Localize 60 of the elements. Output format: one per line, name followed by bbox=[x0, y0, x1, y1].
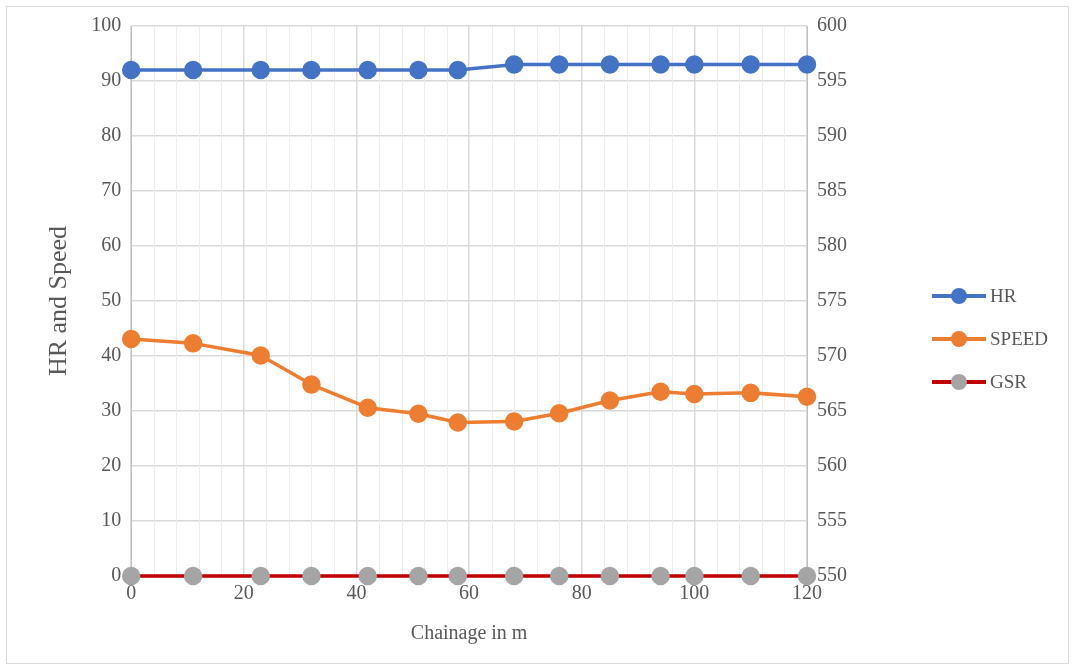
point bbox=[448, 60, 468, 80]
point bbox=[600, 391, 620, 410]
y2-tick-label: 600 bbox=[817, 13, 847, 36]
point bbox=[549, 403, 569, 423]
x-tick-label: 80 bbox=[571, 581, 592, 604]
point bbox=[651, 382, 670, 401]
point bbox=[302, 375, 321, 394]
y-tick-label: 30 bbox=[101, 398, 122, 421]
point bbox=[121, 329, 141, 349]
y-tick-label: 70 bbox=[101, 178, 122, 201]
point bbox=[409, 404, 428, 423]
point bbox=[183, 60, 203, 80]
y2-tick-label: 560 bbox=[817, 453, 847, 476]
point bbox=[358, 398, 377, 417]
y-axis-title: HR and Speed bbox=[43, 225, 73, 377]
legend-label: GSR bbox=[990, 371, 1027, 393]
x-axis-title: Chainage in m bbox=[410, 621, 528, 645]
point bbox=[549, 55, 569, 74]
point bbox=[651, 55, 670, 74]
y2-tick-label: 575 bbox=[817, 288, 847, 311]
y2-tick-label: 555 bbox=[817, 508, 847, 531]
x-tick-label: 100 bbox=[679, 581, 710, 604]
point bbox=[183, 334, 203, 353]
point bbox=[409, 60, 428, 80]
y2-tick-label: 585 bbox=[817, 178, 847, 201]
y2-tick-label: 570 bbox=[817, 343, 847, 366]
y2-tick-label: 590 bbox=[817, 123, 847, 146]
point bbox=[358, 60, 377, 80]
legend-label: SPEED bbox=[990, 328, 1049, 350]
point bbox=[685, 55, 704, 74]
y-tick-label: 50 bbox=[101, 288, 122, 311]
point bbox=[685, 384, 704, 404]
y-tick-label: 90 bbox=[101, 68, 122, 91]
y-tick-label: 20 bbox=[101, 453, 122, 476]
y-tick-label: 100 bbox=[91, 13, 122, 36]
point bbox=[797, 55, 817, 74]
y2-tick-label: 595 bbox=[817, 68, 847, 91]
x-tick-label: 0 bbox=[126, 581, 137, 604]
y-tick-label: 80 bbox=[101, 123, 122, 146]
point bbox=[797, 387, 817, 406]
y-tick-label: 60 bbox=[101, 233, 122, 256]
legend-label: HR bbox=[990, 285, 1017, 307]
point bbox=[741, 383, 760, 403]
point bbox=[302, 60, 321, 80]
point bbox=[504, 55, 524, 74]
y2-tick-label: 565 bbox=[817, 398, 847, 421]
x-tick-label: 60 bbox=[459, 581, 480, 604]
point bbox=[504, 412, 524, 431]
y-tick-label: 0 bbox=[111, 563, 122, 586]
point bbox=[251, 346, 270, 365]
point bbox=[741, 55, 760, 74]
x-tick-label: 40 bbox=[346, 581, 367, 604]
point bbox=[448, 413, 468, 432]
y-tick-label: 10 bbox=[101, 508, 122, 531]
y-tick-label: 40 bbox=[101, 343, 122, 366]
point bbox=[251, 60, 270, 80]
x-tick-label: 20 bbox=[233, 581, 254, 604]
point bbox=[121, 60, 141, 80]
point bbox=[600, 55, 620, 74]
y2-tick-label: 580 bbox=[817, 233, 847, 256]
